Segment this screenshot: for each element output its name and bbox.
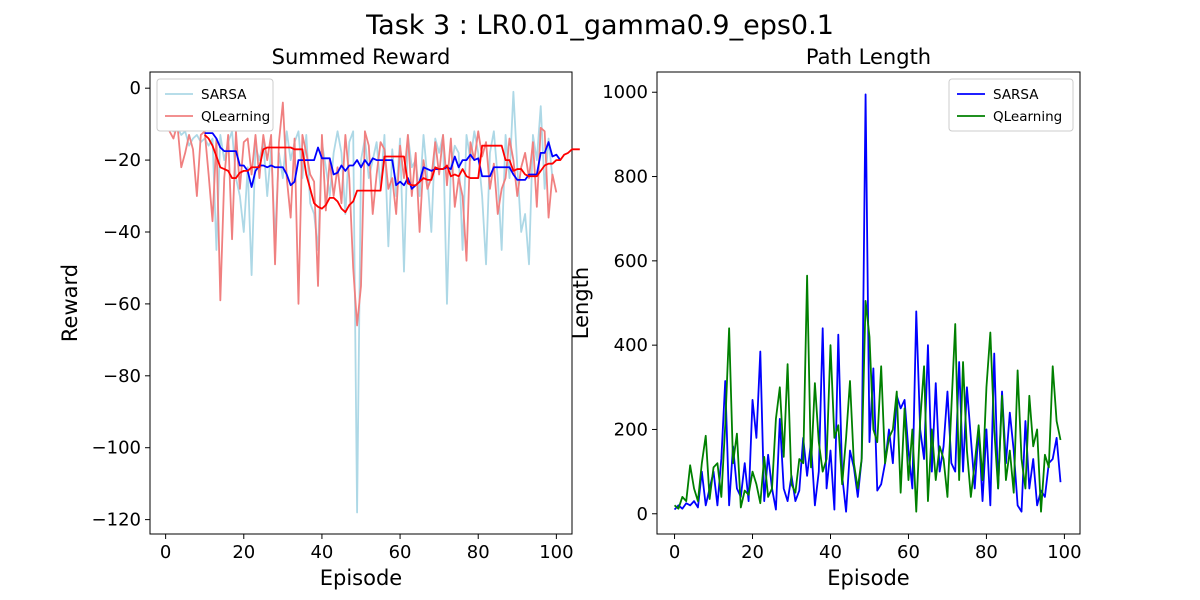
legend-label-qlearning: QLearning	[201, 109, 270, 125]
y-tick-label: 1000	[602, 82, 648, 103]
x-tick-label: 0	[669, 542, 680, 563]
y-tick-label: 800	[614, 167, 648, 188]
y-tick-label: 200	[614, 419, 648, 440]
x-tick-label: 20	[741, 542, 764, 563]
legend-label-sarsa: SARSA	[993, 87, 1039, 103]
legend-box	[948, 78, 1074, 132]
x-axis-label: Episode	[320, 566, 402, 590]
moving-average-line-2	[204, 132, 562, 190]
y-tick-label: 0	[637, 504, 648, 525]
x-tick-label: 100	[539, 542, 573, 563]
x-tick-label: 40	[310, 542, 333, 563]
chart-title: Summed Reward	[272, 45, 451, 69]
y-tick-label: 600	[614, 251, 648, 272]
series-line-qlearning	[673, 274, 1062, 513]
y-tick-label: 400	[614, 335, 648, 356]
x-tick-label: 40	[819, 542, 842, 563]
legend-label-qlearning: QLearning	[993, 109, 1062, 125]
series-line-qlearning	[164, 101, 558, 327]
y-tick-label: −100	[92, 438, 141, 459]
y-axis-label-length: Length	[569, 267, 593, 339]
y-tick-label: −80	[103, 366, 141, 387]
x-tick-label: 100	[1047, 542, 1081, 563]
y-tick-label: 0	[130, 78, 141, 99]
x-tick-label: 0	[160, 542, 171, 563]
legend: SARSA QLearning	[156, 78, 274, 132]
x-tick-label: 60	[897, 542, 920, 563]
y-tick-label: −120	[92, 510, 141, 531]
series-line-sarsa	[673, 93, 1062, 513]
y-tick-label: −20	[103, 150, 141, 171]
x-axis-label: Episode	[827, 566, 909, 590]
legend-box	[156, 78, 274, 132]
figure-title: Task 3 : LR0.01_gamma0.9_eps0.1	[365, 10, 834, 41]
legend-label-sarsa: SARSA	[201, 87, 247, 103]
x-tick-label: 80	[975, 542, 998, 563]
x-tick-label: 60	[389, 542, 412, 563]
x-tick-label: 20	[232, 542, 255, 563]
series-line-sarsa	[165, 90, 554, 514]
y-tick-label: −60	[103, 294, 141, 315]
reward-chart: 0 20 40 60 80 100 0 −20 −40 −60 −80 −100 −120 Summed …	[58, 45, 580, 590]
chart-title: Path Length	[806, 45, 931, 69]
y-axis-label-reward: Reward	[58, 264, 82, 342]
y-tick-label: −40	[103, 222, 141, 243]
moving-average-line-3	[204, 134, 580, 214]
plot-area	[656, 71, 1081, 535]
plot-area	[149, 71, 573, 535]
legend: SARSA QLearning	[948, 78, 1074, 132]
x-tick-label: 80	[467, 542, 490, 563]
